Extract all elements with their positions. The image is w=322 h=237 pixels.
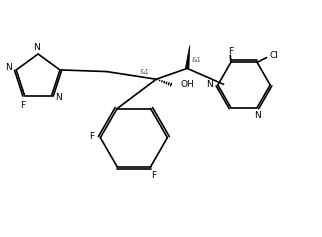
Text: N: N: [33, 43, 40, 52]
Text: N: N: [254, 111, 260, 120]
Text: Cl: Cl: [269, 51, 278, 60]
Polygon shape: [185, 46, 190, 68]
Text: F: F: [89, 132, 94, 141]
Text: F: F: [228, 47, 233, 56]
Text: N: N: [206, 81, 213, 90]
Text: F: F: [20, 101, 25, 110]
Text: N: N: [5, 63, 12, 72]
Text: &1: &1: [192, 57, 202, 64]
Text: OH: OH: [180, 81, 194, 90]
Text: &1: &1: [139, 69, 149, 75]
Text: F: F: [151, 171, 156, 180]
Text: N: N: [55, 93, 62, 102]
